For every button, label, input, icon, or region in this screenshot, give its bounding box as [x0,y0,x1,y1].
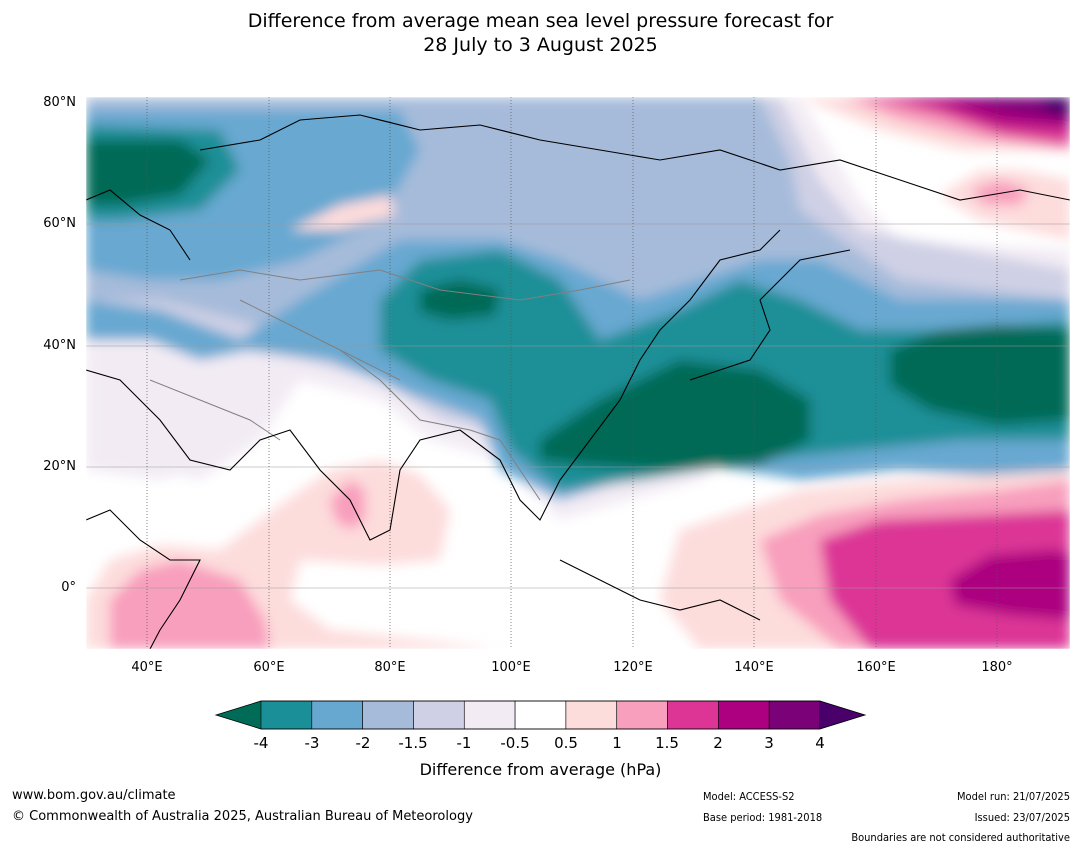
lon-label-120e: 120°E [613,660,653,675]
lat-label-40n: 40°N [43,338,76,353]
base-period-text: Base period: 1981-2018 [703,811,823,824]
colorbar-cell [514,700,567,730]
lat-gridlines [86,223,1070,589]
title-line-2: 28 July to 3 August 2025 [423,34,658,56]
colorbar-tick: 3 [764,734,774,752]
lon-label-160e: 160°E [856,660,896,675]
lon-label-60e: 60°E [253,660,285,675]
colorbar-tick: -1.5 [398,734,428,752]
lon-label-140e: 140°E [734,660,774,675]
colorbar-tick: 0.5 [554,734,578,752]
colorbar-tick: -2 [355,734,371,752]
lon-label-100e: 100°E [491,660,531,675]
colorbar-cell [616,700,668,730]
colorbar-tick: -4 [253,734,269,752]
website-link[interactable]: www.bom.gov.au/climate [12,788,176,803]
colorbar-cell [667,700,719,730]
lat-label-60n: 60°N [43,216,76,231]
colorbar [214,700,867,730]
lon-label-40e: 40°E [131,660,163,675]
colorbar-cell [362,700,414,730]
country-borders [149,269,631,501]
colorbar-tick: 1.5 [655,734,679,752]
disclaimer-text: Boundaries are not considered authoritat… [851,831,1070,844]
colorbar-cell [565,700,618,730]
coastlines [86,114,1070,649]
map-title: Difference from average mean sea level p… [0,9,1081,57]
lat-label-80n: 80°N [43,95,76,110]
colorbar-tick: 1 [612,734,622,752]
model-run-text: Model run: 21/07/2025 [957,790,1070,803]
pressure-anomaly-field [86,97,1070,649]
colorbar-title: Difference from average (hPa) [419,760,662,779]
model-text: Model: ACCESS-S2 [703,790,795,803]
colorbar-over-arrow [820,701,865,729]
map-frame [85,96,1071,650]
colorbar-tick: 4 [815,734,825,752]
colorbar-under-arrow [216,701,261,729]
title-line-1: Difference from average mean sea level p… [247,10,834,32]
lon-label-80e: 80°E [374,660,406,675]
colorbar-cell [413,700,465,730]
lat-label-0: 0° [61,580,76,595]
colorbar-tick: 2 [713,734,723,752]
colorbar-tick: -1 [456,734,472,752]
colorbar-tick: -3 [304,734,320,752]
colorbar-cell [718,700,770,730]
colorbar-cell [768,700,821,730]
colorbar-tick: -0.5 [500,734,530,752]
colorbar-cell [463,700,516,730]
colorbar-cell [311,700,363,730]
lat-label-20n: 20°N [43,459,76,474]
colorbar-cell [260,700,313,730]
lon-label-180: 180° [981,660,1013,675]
copyright-text: © Commonwealth of Australia 2025, Austra… [12,809,473,824]
issued-text: Issued: 23/07/2025 [974,811,1070,824]
